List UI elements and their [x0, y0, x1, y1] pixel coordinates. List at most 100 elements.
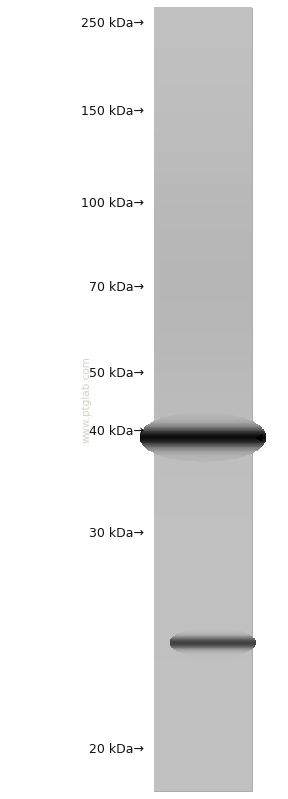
Bar: [170, 641, 256, 642]
Bar: [154, 203, 252, 210]
Bar: [176, 650, 250, 651]
Text: 20 kDa→: 20 kDa→: [89, 743, 144, 756]
Bar: [149, 449, 257, 451]
Bar: [154, 725, 252, 732]
Bar: [154, 131, 252, 138]
Bar: [154, 372, 252, 380]
Bar: [154, 327, 252, 334]
Bar: [173, 649, 252, 650]
Bar: [154, 646, 252, 654]
Bar: [181, 632, 245, 633]
Bar: [154, 222, 252, 230]
Bar: [154, 757, 252, 765]
Bar: [158, 454, 248, 455]
Bar: [176, 459, 230, 460]
Bar: [140, 438, 266, 439]
Bar: [154, 420, 252, 422]
Text: 250 kDa→: 250 kDa→: [81, 18, 144, 30]
Bar: [197, 460, 209, 462]
Bar: [142, 444, 264, 445]
Bar: [154, 503, 252, 511]
Bar: [154, 294, 252, 301]
Bar: [154, 464, 252, 471]
Bar: [154, 366, 252, 373]
Bar: [165, 417, 241, 418]
Bar: [154, 288, 252, 295]
Bar: [154, 118, 252, 125]
Bar: [177, 634, 249, 635]
Bar: [154, 98, 252, 106]
Bar: [154, 229, 252, 237]
Bar: [154, 125, 252, 132]
Bar: [154, 392, 252, 400]
Bar: [146, 425, 260, 427]
Bar: [209, 657, 217, 658]
Bar: [189, 655, 236, 656]
Bar: [141, 431, 265, 433]
Bar: [154, 26, 252, 34]
Bar: [145, 447, 261, 448]
Bar: [154, 634, 252, 641]
Bar: [141, 441, 266, 442]
Bar: [154, 144, 252, 152]
Bar: [170, 642, 256, 643]
Bar: [177, 651, 248, 652]
Bar: [185, 631, 240, 632]
Bar: [154, 34, 252, 41]
Bar: [154, 607, 252, 615]
Bar: [154, 666, 252, 674]
Bar: [154, 112, 252, 119]
Bar: [154, 568, 252, 575]
Bar: [195, 629, 231, 630]
Bar: [154, 275, 252, 282]
Bar: [154, 411, 252, 419]
Bar: [158, 419, 248, 420]
Bar: [170, 643, 256, 644]
Text: 100 kDa→: 100 kDa→: [81, 197, 144, 210]
Bar: [147, 425, 259, 426]
Bar: [154, 73, 252, 80]
Bar: [198, 656, 227, 657]
Bar: [154, 549, 252, 556]
Bar: [154, 654, 252, 661]
Bar: [176, 634, 250, 635]
Bar: [170, 642, 256, 644]
Bar: [149, 423, 257, 425]
Bar: [171, 638, 254, 639]
Bar: [154, 621, 252, 628]
Bar: [154, 614, 252, 622]
Bar: [140, 439, 266, 440]
Bar: [175, 635, 251, 636]
Bar: [170, 640, 255, 641]
Bar: [154, 543, 252, 550]
Bar: [162, 455, 244, 457]
Bar: [170, 641, 256, 642]
Bar: [154, 314, 252, 321]
Bar: [154, 340, 252, 348]
Bar: [174, 636, 251, 637]
Bar: [141, 433, 266, 434]
Bar: [154, 686, 252, 693]
Bar: [140, 433, 266, 435]
Bar: [171, 646, 255, 647]
Bar: [154, 85, 252, 93]
Bar: [171, 638, 255, 639]
Bar: [140, 438, 266, 439]
Bar: [195, 656, 231, 657]
Bar: [165, 457, 241, 458]
Bar: [182, 414, 224, 415]
Bar: [154, 706, 252, 713]
Bar: [173, 637, 253, 638]
Bar: [160, 455, 246, 456]
Bar: [156, 454, 250, 455]
Bar: [154, 764, 252, 772]
Bar: [154, 562, 252, 569]
Bar: [154, 582, 252, 589]
Bar: [154, 53, 252, 60]
Bar: [154, 236, 252, 243]
Bar: [154, 137, 252, 145]
Bar: [154, 510, 252, 517]
Bar: [154, 438, 252, 445]
Bar: [172, 647, 254, 648]
Bar: [154, 66, 252, 74]
